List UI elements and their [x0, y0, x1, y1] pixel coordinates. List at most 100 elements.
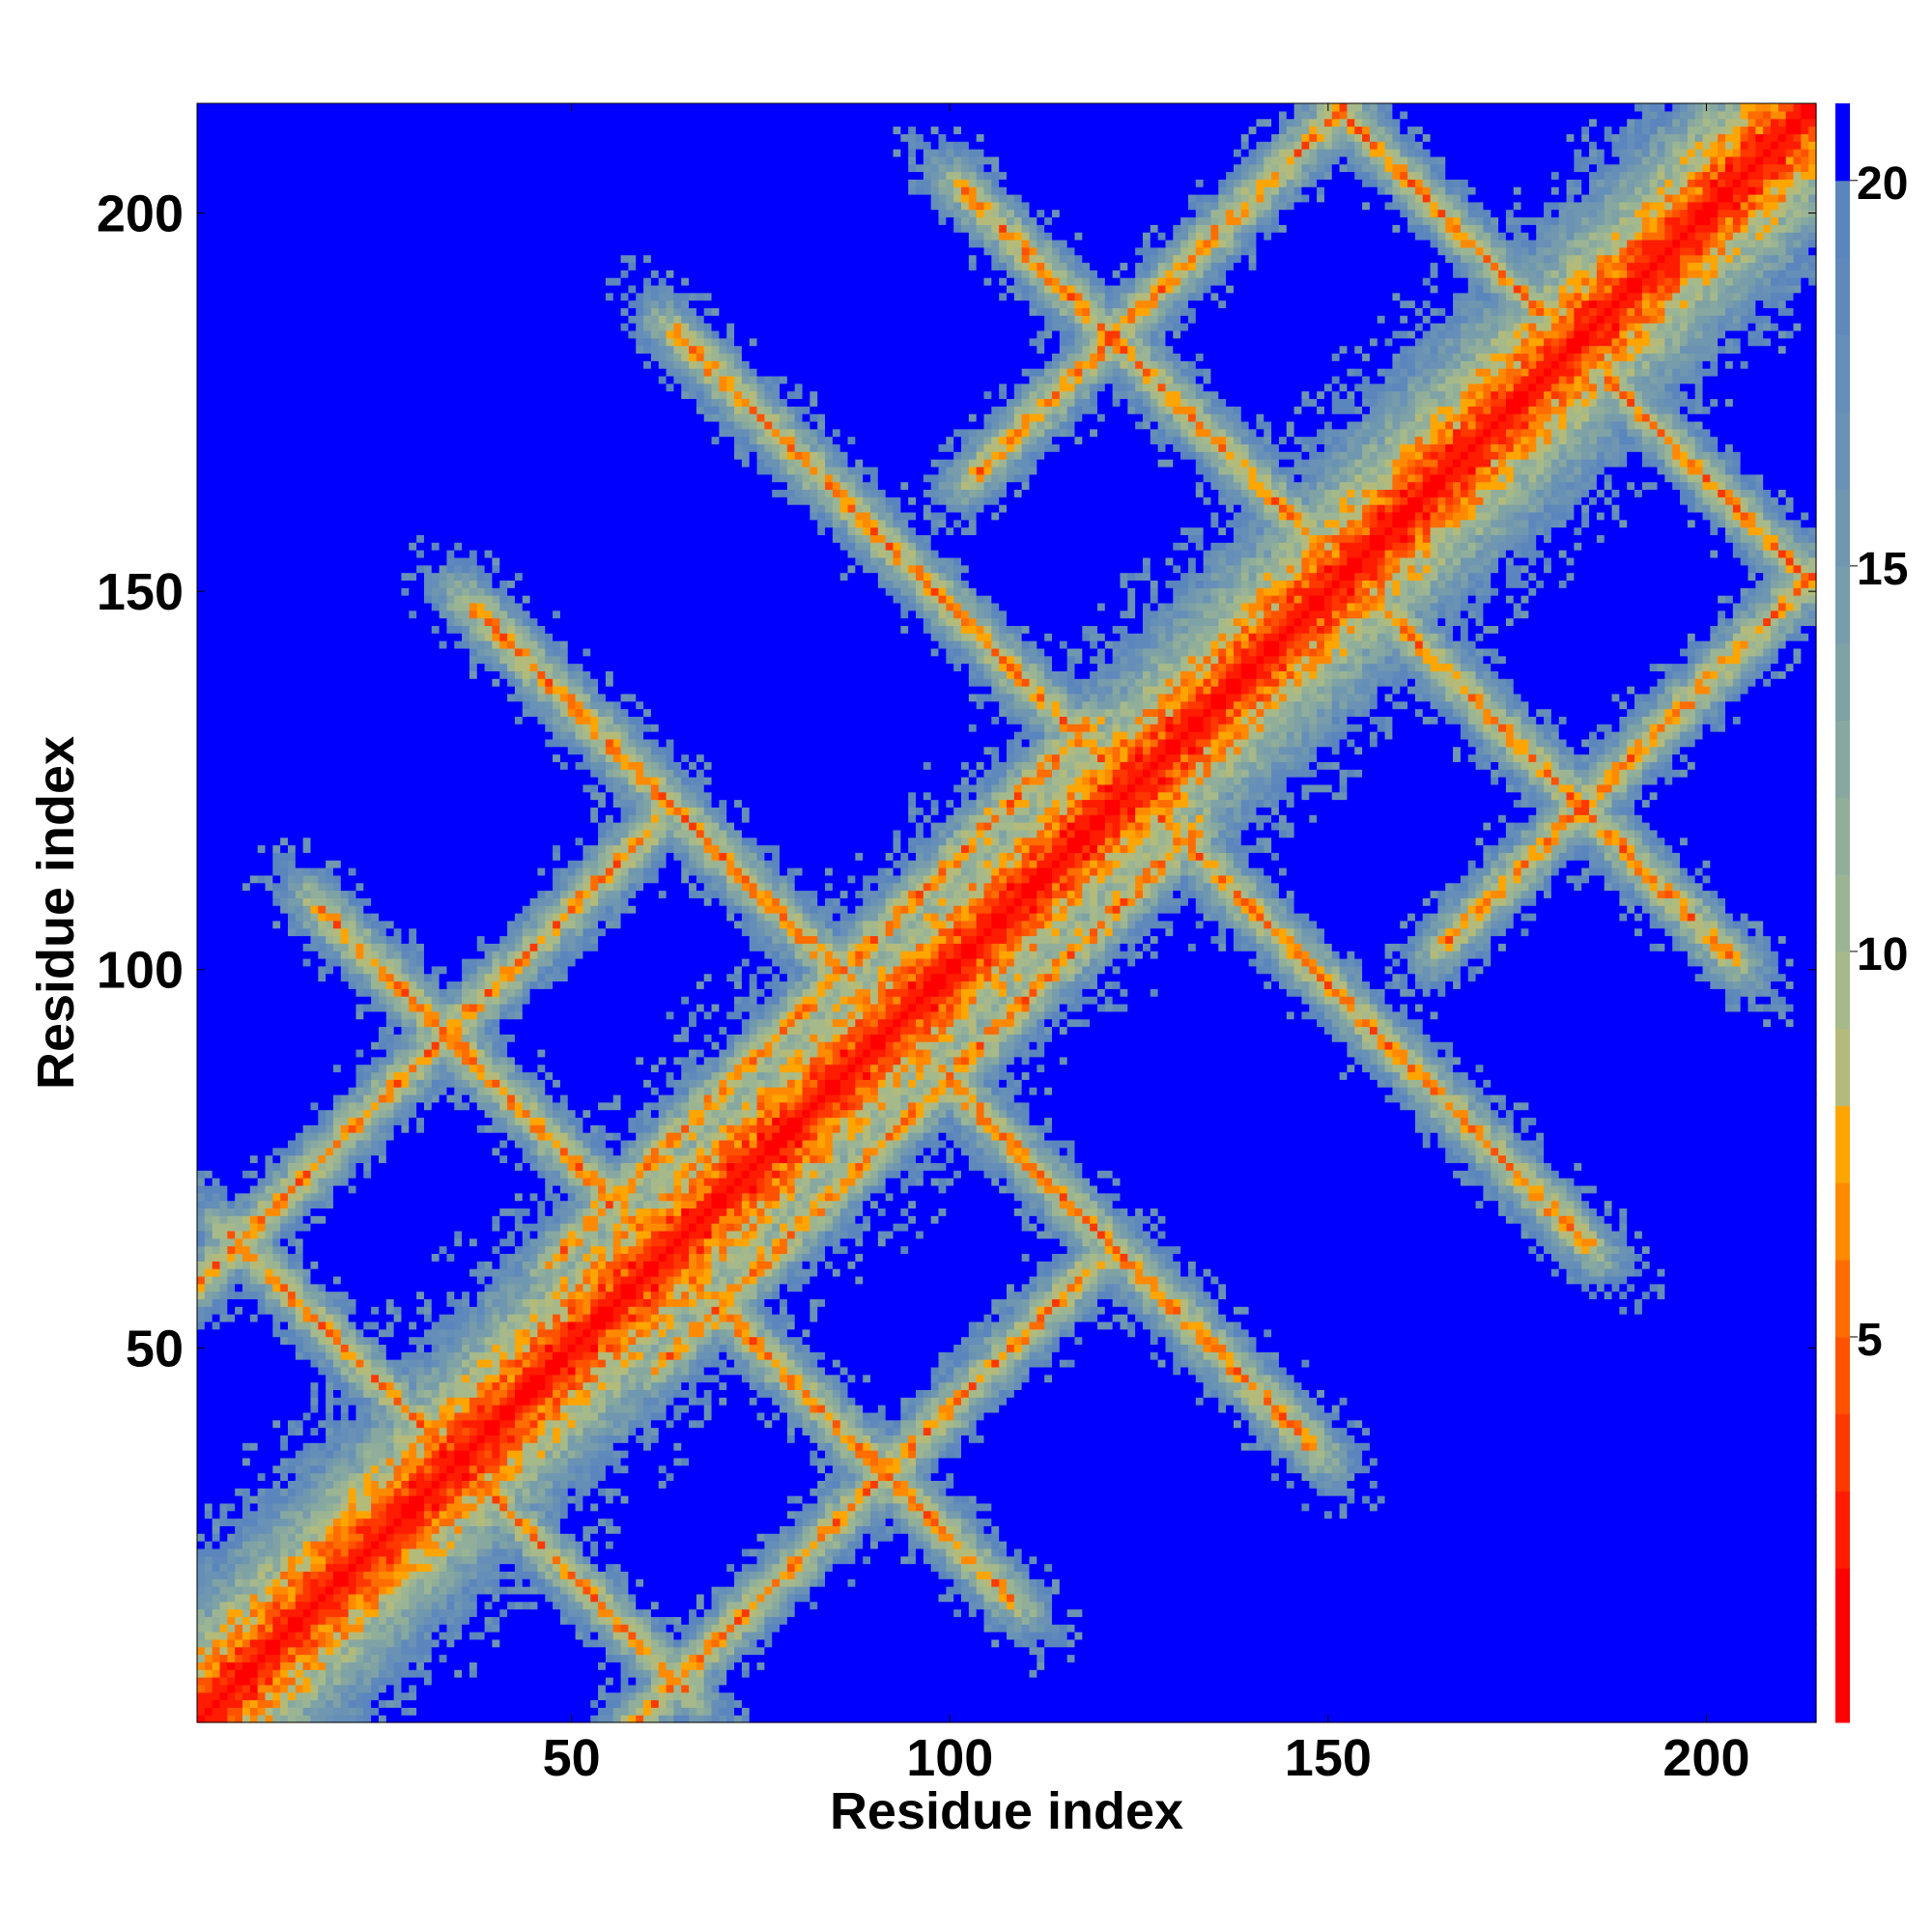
- heatmap-cell: [235, 784, 242, 792]
- heatmap-cell: [242, 1715, 250, 1722]
- heatmap-cell: [197, 1079, 205, 1087]
- heatmap-cell: [197, 1253, 205, 1261]
- heatmap-cell: [280, 1155, 288, 1163]
- heatmap-cell: [197, 1473, 205, 1481]
- heatmap-cell: [235, 1586, 242, 1594]
- heatmap-cell: [197, 731, 205, 739]
- heatmap-cell: [220, 784, 228, 792]
- heatmap-cell: [197, 656, 205, 664]
- heatmap-cell: [250, 482, 258, 490]
- heatmap-cell: [197, 875, 205, 883]
- heatmap-cell: [227, 141, 235, 149]
- heatmap-cell: [205, 1655, 213, 1662]
- heatmap-cell: [235, 384, 242, 391]
- heatmap-cell: [272, 391, 280, 399]
- heatmap-cell: [197, 497, 205, 504]
- heatmap-cell: [258, 1148, 266, 1155]
- heatmap-cell: [250, 1669, 258, 1677]
- heatmap-cell: [205, 179, 213, 186]
- heatmap-cell: [272, 996, 280, 1004]
- heatmap-cell: [220, 179, 228, 186]
- heatmap-cell: [205, 1692, 213, 1700]
- heatmap-cell: [227, 1215, 235, 1223]
- heatmap-cell: [235, 670, 242, 678]
- heatmap-cell: [242, 656, 250, 664]
- heatmap-cell: [258, 1571, 266, 1578]
- heatmap-cell: [250, 595, 258, 603]
- heatmap-cell: [280, 1253, 288, 1261]
- heatmap-cell: [227, 1337, 235, 1345]
- heatmap-cell: [280, 1208, 288, 1215]
- heatmap-cell: [272, 103, 280, 111]
- heatmap-cell: [258, 482, 266, 490]
- heatmap-cell: [220, 739, 228, 747]
- heatmap-cell: [258, 247, 266, 255]
- heatmap-cell: [250, 761, 258, 769]
- heatmap-cell: [220, 398, 228, 406]
- heatmap-cell: [205, 1420, 213, 1428]
- heatmap-cell: [197, 103, 205, 111]
- heatmap-cell: [205, 368, 213, 376]
- heatmap-cell: [250, 1435, 258, 1442]
- heatmap-cell: [265, 1253, 272, 1261]
- heatmap-cell: [258, 625, 266, 633]
- heatmap-cell: [220, 1246, 228, 1254]
- heatmap-cell: [220, 1669, 228, 1677]
- heatmap-cell: [227, 1071, 235, 1079]
- heatmap-cell: [250, 179, 258, 186]
- heatmap-cell: [213, 1359, 220, 1367]
- heatmap-cell: [205, 1647, 213, 1655]
- heatmap-cell: [250, 1292, 258, 1299]
- heatmap-cell: [272, 777, 280, 784]
- heatmap-cell: [213, 384, 220, 391]
- heatmap-cell: [213, 255, 220, 263]
- heatmap-cell: [250, 202, 258, 210]
- heatmap-cell: [213, 822, 220, 830]
- heatmap-cell: [227, 247, 235, 255]
- heatmap-cell: [265, 988, 272, 996]
- heatmap-cell: [197, 1102, 205, 1110]
- heatmap-cell: [235, 512, 242, 520]
- heatmap-cell: [213, 996, 220, 1004]
- heatmap-cell: [220, 830, 228, 838]
- heatmap-cell: [258, 437, 266, 444]
- heatmap-cell: [258, 1314, 266, 1321]
- heatmap-cell: [265, 1071, 272, 1079]
- heatmap-cell: [258, 686, 266, 694]
- heatmap-cell: [205, 1465, 213, 1473]
- heatmap-cell: [227, 595, 235, 603]
- heatmap-cell: [220, 928, 228, 936]
- heatmap-cell: [220, 1268, 228, 1276]
- heatmap-cell: [197, 451, 205, 459]
- heatmap-cell: [258, 353, 266, 360]
- heatmap-cell: [227, 156, 235, 164]
- heatmap-cell: [272, 1071, 280, 1079]
- heatmap-cell: [213, 656, 220, 664]
- heatmap-cell: [220, 897, 228, 905]
- heatmap-cell: [205, 346, 213, 354]
- heatmap-cell: [220, 845, 228, 853]
- heatmap-cell: [205, 1458, 213, 1465]
- heatmap-cell: [272, 603, 280, 611]
- heatmap-cell: [265, 171, 272, 179]
- heatmap-cell: [235, 838, 242, 845]
- heatmap-cell: [235, 1541, 242, 1548]
- heatmap-cell: [250, 822, 258, 830]
- heatmap-cell: [227, 1344, 235, 1351]
- heatmap-cell: [213, 1140, 220, 1148]
- heatmap-cell: [250, 527, 258, 535]
- heatmap-cell: [272, 550, 280, 557]
- heatmap-cell: [250, 943, 258, 951]
- heatmap-cell: [205, 149, 213, 156]
- heatmap-cell: [242, 1155, 250, 1163]
- heatmap-cell: [280, 943, 288, 951]
- heatmap-cell: [272, 1049, 280, 1057]
- heatmap-cell: [265, 406, 272, 413]
- heatmap-cell: [258, 421, 266, 429]
- heatmap-cell: [220, 277, 228, 285]
- heatmap-cell: [213, 587, 220, 595]
- heatmap-cell: [220, 1185, 228, 1193]
- heatmap-cell: [250, 451, 258, 459]
- heatmap-cell: [213, 1071, 220, 1079]
- heatmap-cell: [272, 656, 280, 664]
